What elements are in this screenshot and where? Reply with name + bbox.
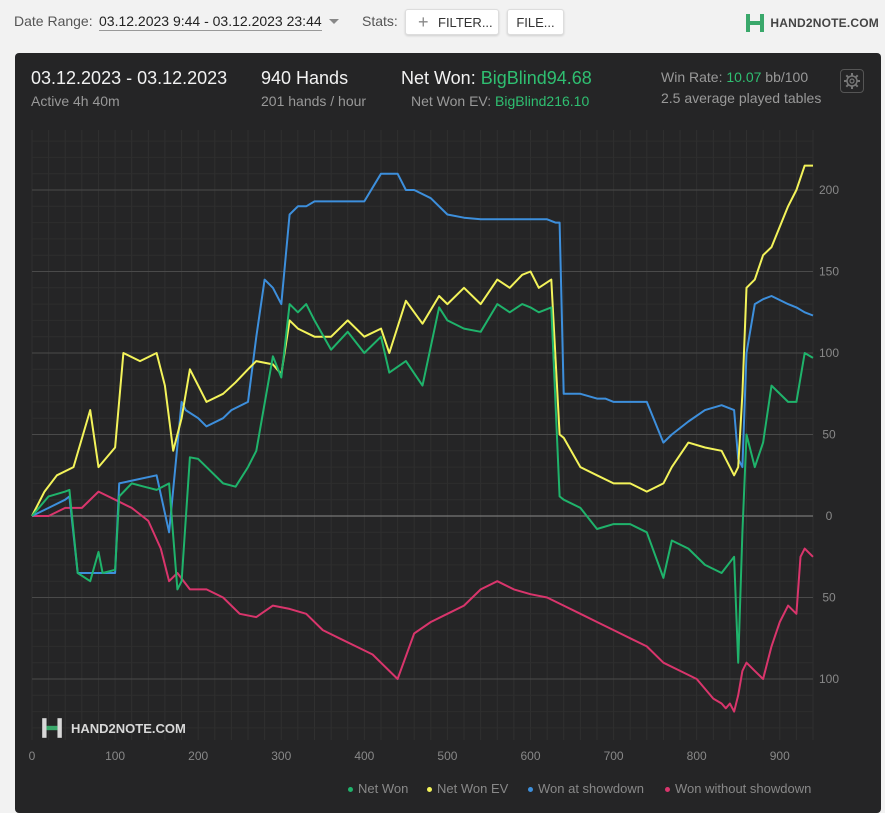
legend-item-won-at-showdown[interactable]: Won at showdown (528, 781, 644, 796)
brand-text: HAND2NOTE.COM (770, 16, 879, 30)
y-tick-label: 200 (819, 183, 839, 197)
y-tick-label: 50 (822, 428, 836, 442)
chart-grid (31, 130, 814, 740)
file-button-label: FILE... (516, 15, 555, 30)
file-button[interactable]: FILE... (507, 9, 564, 35)
x-tick-label: 500 (437, 749, 457, 763)
series-line-won-at-showdown (31, 172, 814, 574)
chart-watermark: HAND2NOTE.COM (40, 716, 186, 740)
won-without-showdown-swatch (665, 787, 670, 793)
x-tick-label: 400 (354, 749, 374, 763)
won-at-showdown-swatch (528, 787, 533, 793)
hand2note-logo-icon (746, 14, 765, 32)
top-toolbar: Date Range: 03.12.2023 9:44 - 03.12.2023… (0, 0, 885, 46)
x-axis-ticks: 0 100 200 300 400 500 600 700 800 900 (29, 749, 790, 763)
legend-label: Won at showdown (538, 781, 644, 796)
legend-label: Won without showdown (675, 781, 812, 796)
filter-button[interactable]: + FILTER... (405, 9, 499, 35)
net-won-swatch (348, 787, 353, 793)
x-tick-label: 0 (29, 749, 36, 763)
y-tick-label: 100 (819, 346, 839, 360)
stats-label: Stats: (362, 13, 398, 29)
x-tick-label: 200 (188, 749, 208, 763)
y-tick-label: 100 (819, 672, 839, 686)
date-range-label: Date Range: (14, 13, 93, 29)
x-tick-label: 700 (604, 749, 624, 763)
chart-series (31, 164, 814, 713)
series-line-net-won-ev (31, 164, 813, 517)
win-rate-value: 10.07 (726, 69, 762, 85)
legend-item-won-without-showdown[interactable]: Won without showdown (665, 781, 811, 796)
watermark-text: HAND2NOTE.COM (71, 720, 186, 736)
net-won-ev-summary: Net Won EV: BigBlind216.10 (411, 93, 589, 109)
net-won-ev-swatch (427, 787, 432, 793)
gear-icon (844, 73, 860, 89)
net-won-value: BigBlind94.68 (480, 68, 592, 88)
win-rate-unit: bb/100 (765, 69, 809, 85)
filter-button-label: FILTER... (438, 15, 493, 30)
legend-item-net-won-ev[interactable]: Net Won EV (427, 781, 508, 796)
date-span: 03.12.2023 - 03.12.2023 (31, 68, 228, 88)
brand-logo[interactable]: HAND2NOTE.COM (744, 11, 879, 35)
plus-icon: + (418, 12, 429, 32)
net-won-ev-label: Net Won EV: (411, 93, 492, 109)
x-tick-label: 600 (520, 749, 540, 763)
hand2note-watermark-icon (42, 718, 62, 738)
legend-label: Net Won (358, 781, 409, 796)
legend-item-net-won[interactable]: Net Won (348, 781, 408, 796)
x-tick-label: 900 (770, 749, 790, 763)
hands-per-hour: 201 hands / hour (261, 93, 367, 109)
series-line-net-won (31, 303, 814, 664)
date-range-picker[interactable]: 03.12.2023 9:44 - 03.12.2023 23:44 (99, 13, 322, 31)
win-rate-summary: Win Rate: 10.07 bb/100 (661, 69, 808, 85)
hands-count: 940 Hands (261, 68, 349, 88)
net-won-label: Net Won: (401, 68, 476, 88)
x-tick-label: 300 (271, 749, 291, 763)
win-rate-label: Win Rate: (661, 69, 723, 85)
settings-button[interactable] (840, 69, 864, 93)
y-axis-ticks: 200 150 100 50 0 50 100 (819, 183, 839, 686)
x-tick-label: 800 (687, 749, 707, 763)
average-tables: 2.5 average played tables (661, 90, 822, 106)
y-tick-label: 50 (822, 591, 836, 605)
y-tick-label: 0 (826, 509, 833, 523)
x-tick-label: 100 (105, 749, 125, 763)
active-time: Active 4h 40m (31, 93, 120, 109)
legend-label: Net Won EV (437, 781, 509, 796)
net-won-summary: Net Won: BigBlind94.68 (401, 68, 592, 89)
net-won-ev-value: BigBlind216.10 (495, 93, 590, 109)
y-tick-label: 150 (819, 265, 839, 279)
chevron-down-icon[interactable] (329, 19, 339, 24)
